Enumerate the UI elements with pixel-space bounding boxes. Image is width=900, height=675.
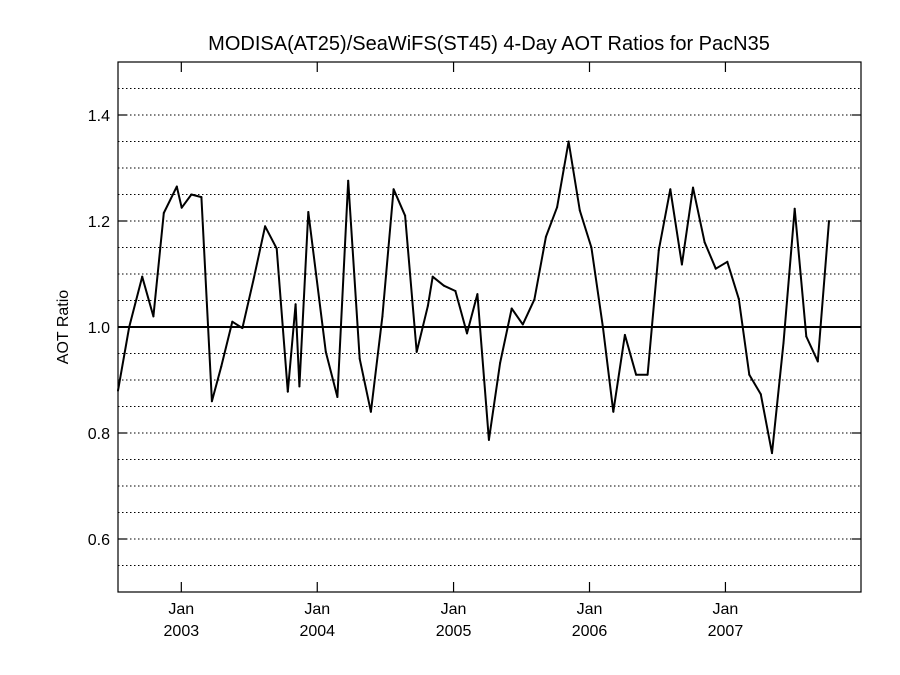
x-tick-month: Jan (168, 601, 194, 618)
data-point (759, 393, 762, 396)
data-point (298, 385, 301, 388)
data-point (336, 395, 339, 398)
data-point (324, 350, 327, 353)
data-point (358, 357, 361, 360)
data-point (692, 186, 695, 189)
data-point (623, 333, 626, 336)
series-line (117, 140, 830, 455)
data-point (175, 185, 178, 188)
data-point (521, 323, 524, 326)
y-tick-label: 0.6 (88, 532, 110, 549)
data-point (510, 307, 513, 310)
data-point (465, 332, 468, 335)
y-tick-label: 1.0 (88, 320, 110, 337)
data-point (210, 400, 213, 403)
data-point (231, 320, 234, 323)
data-point (454, 289, 457, 292)
data-point (220, 365, 223, 368)
data-point (499, 362, 502, 365)
x-tick-month: Jan (441, 601, 467, 618)
data-point (190, 193, 193, 196)
x-tick-year: 2006 (572, 623, 608, 640)
data-point (381, 315, 384, 318)
data-point (827, 220, 830, 222)
data-point (657, 249, 660, 252)
data-point (726, 260, 729, 263)
data-point (646, 373, 649, 376)
data-point (782, 341, 785, 344)
data-point (180, 206, 183, 209)
data-point (816, 360, 819, 363)
y-tick-label: 0.8 (88, 426, 110, 443)
y-tick-label: 1.4 (88, 108, 110, 125)
x-tick-month: Jan (713, 601, 739, 618)
data-point (307, 210, 310, 213)
data-point (737, 297, 740, 300)
data-point (264, 225, 267, 228)
data-point (703, 241, 706, 244)
data-point (590, 246, 593, 249)
data-point (128, 326, 131, 328)
data-point (294, 303, 297, 306)
data-points (117, 140, 830, 455)
data-point (601, 326, 604, 328)
data-point (612, 410, 615, 413)
data-point (141, 275, 144, 278)
chart-title: MODISA(AT25)/SeaWiFS(ST45) 4-Day AOT Rat… (208, 33, 770, 55)
x-tick-month: Jan (304, 601, 330, 618)
x-axis: Jan 2003 Jan 2004 Jan 2005 Jan 2006 Jan 2007 (164, 62, 744, 640)
x-tick-year: 2005 (436, 623, 472, 640)
data-point (275, 247, 278, 250)
data-point (117, 389, 119, 392)
data-point (152, 315, 155, 318)
x-tick-month: Jan (577, 601, 603, 618)
data-point (252, 278, 255, 281)
data-point (369, 410, 372, 413)
data-point (805, 335, 808, 338)
data-point (533, 298, 536, 301)
data-point (669, 188, 672, 191)
data-point (200, 196, 203, 199)
data-point (544, 235, 547, 238)
data-point (680, 263, 683, 266)
x-tick-year: 2007 (708, 623, 744, 640)
data-point (415, 350, 418, 353)
data-point (714, 267, 717, 270)
data-point (442, 284, 445, 287)
data-point (426, 304, 429, 307)
data-point (635, 373, 638, 376)
data-point (392, 188, 395, 191)
data-point (476, 293, 479, 296)
data-point (770, 452, 773, 455)
data-point (431, 275, 434, 278)
data-point (347, 179, 350, 182)
data-point (578, 209, 581, 212)
data-point (556, 206, 559, 209)
data-point (793, 207, 796, 210)
data-point (748, 373, 751, 376)
data-point (286, 390, 289, 393)
y-axis: 0.6 0.8 1.0 1.2 1.4 (88, 108, 861, 549)
y-axis-label: AOT Ratio (55, 290, 72, 365)
data-point (404, 214, 407, 217)
x-tick-year: 2003 (164, 623, 200, 640)
data-point (487, 438, 490, 441)
x-tick-year: 2004 (299, 623, 335, 640)
data-point (162, 212, 165, 215)
data-point (567, 140, 570, 143)
y-tick-label: 1.2 (88, 214, 110, 231)
data-point (241, 327, 244, 330)
